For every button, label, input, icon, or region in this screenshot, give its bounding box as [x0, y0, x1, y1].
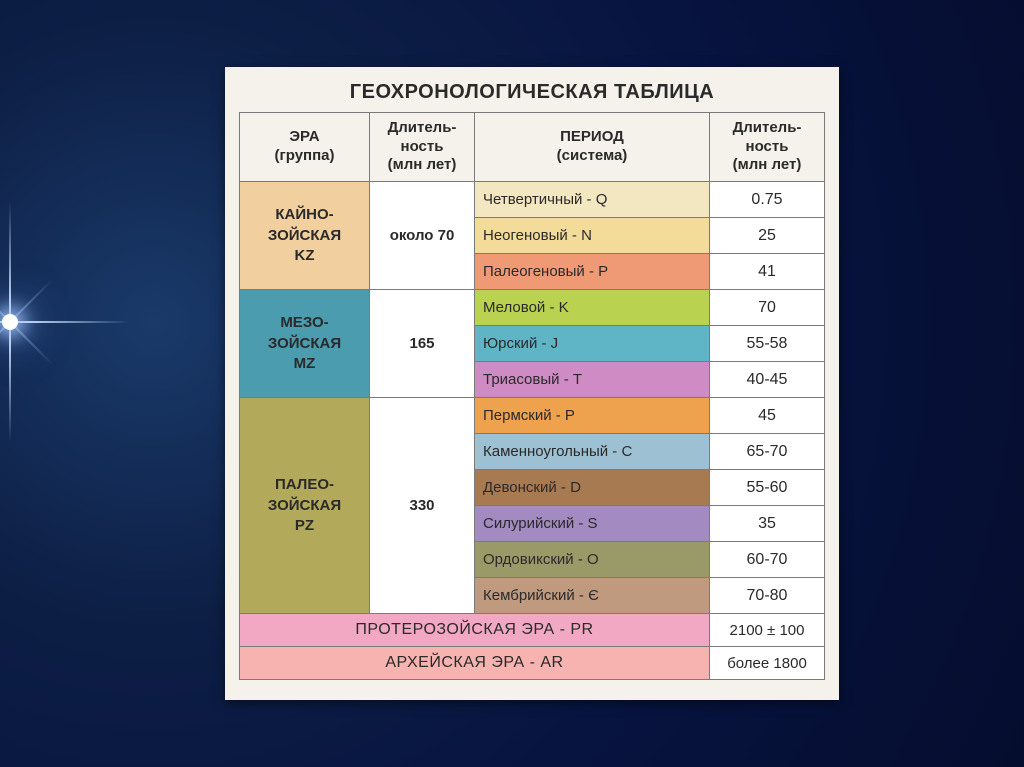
period-duration-cell: 60-70	[710, 542, 825, 578]
period-duration-cell: 65-70	[710, 434, 825, 470]
period-cell: Силурийский - S	[475, 506, 710, 542]
period-duration-cell: 55-58	[710, 326, 825, 362]
era-cell: КАЙНО-ЗОЙСКАЯKZ	[240, 182, 370, 290]
table-row: МЕЗО-ЗОЙСКАЯMZ165Меловой - K70	[240, 290, 825, 326]
period-duration-cell: 41	[710, 254, 825, 290]
period-cell: Кембрийский - Є	[475, 578, 710, 614]
col-header-dur2: Длитель-ность(млн лет)	[710, 112, 825, 181]
period-duration-cell: 25	[710, 218, 825, 254]
era-duration-cell: 165	[370, 290, 475, 398]
bottom-era-cell: АРХЕЙСКАЯ ЭРА - AR	[240, 647, 710, 680]
period-cell: Юрский - J	[475, 326, 710, 362]
era-duration-cell: около 70	[370, 182, 475, 290]
bottom-era-duration-cell: 2100 ± 100	[710, 614, 825, 647]
bottom-era-duration-cell: более 1800	[710, 647, 825, 680]
col-header-era: ЭРА(группа)	[240, 112, 370, 181]
era-duration-cell: 330	[370, 398, 475, 614]
period-duration-cell: 35	[710, 506, 825, 542]
table-row: ПАЛЕО-ЗОЙСКАЯPZ330Пермский - P45	[240, 398, 825, 434]
period-duration-cell: 55-60	[710, 470, 825, 506]
table-row: АРХЕЙСКАЯ ЭРА - ARболее 1800	[240, 647, 825, 680]
period-cell: Палеогеновый - P	[475, 254, 710, 290]
geochronological-table: ЭРА(группа) Длитель-ность(млн лет) ПЕРИО…	[239, 112, 825, 680]
period-duration-cell: 0.75	[710, 182, 825, 218]
period-cell: Четвертичный - Q	[475, 182, 710, 218]
table-row: КАЙНО-ЗОЙСКАЯKZоколо 70Четвертичный - Q0…	[240, 182, 825, 218]
col-header-period: ПЕРИОД(система)	[475, 112, 710, 181]
period-cell: Каменноугольный - C	[475, 434, 710, 470]
era-cell: МЕЗО-ЗОЙСКАЯMZ	[240, 290, 370, 398]
period-cell: Девонский - D	[475, 470, 710, 506]
era-cell: ПАЛЕО-ЗОЙСКАЯPZ	[240, 398, 370, 614]
period-cell: Неогеновый - N	[475, 218, 710, 254]
geochronological-card: ГЕОХРОНОЛОГИЧЕСКАЯ ТАБЛИЦА ЭРА(группа) Д…	[225, 67, 839, 700]
col-header-dur1: Длитель-ность(млн лет)	[370, 112, 475, 181]
period-duration-cell: 70	[710, 290, 825, 326]
header-row: ЭРА(группа) Длитель-ность(млн лет) ПЕРИО…	[240, 112, 825, 181]
period-cell: Пермский - P	[475, 398, 710, 434]
period-duration-cell: 45	[710, 398, 825, 434]
period-cell: Ордовикский - O	[475, 542, 710, 578]
period-cell: Триасовый - T	[475, 362, 710, 398]
table-title: ГЕОХРОНОЛОГИЧЕСКАЯ ТАБЛИЦА	[239, 79, 825, 112]
bottom-era-cell: ПРОТЕРОЗОЙСКАЯ ЭРА - PR	[240, 614, 710, 647]
period-duration-cell: 40-45	[710, 362, 825, 398]
period-cell: Меловой - K	[475, 290, 710, 326]
period-duration-cell: 70-80	[710, 578, 825, 614]
table-row: ПРОТЕРОЗОЙСКАЯ ЭРА - PR2100 ± 100	[240, 614, 825, 647]
